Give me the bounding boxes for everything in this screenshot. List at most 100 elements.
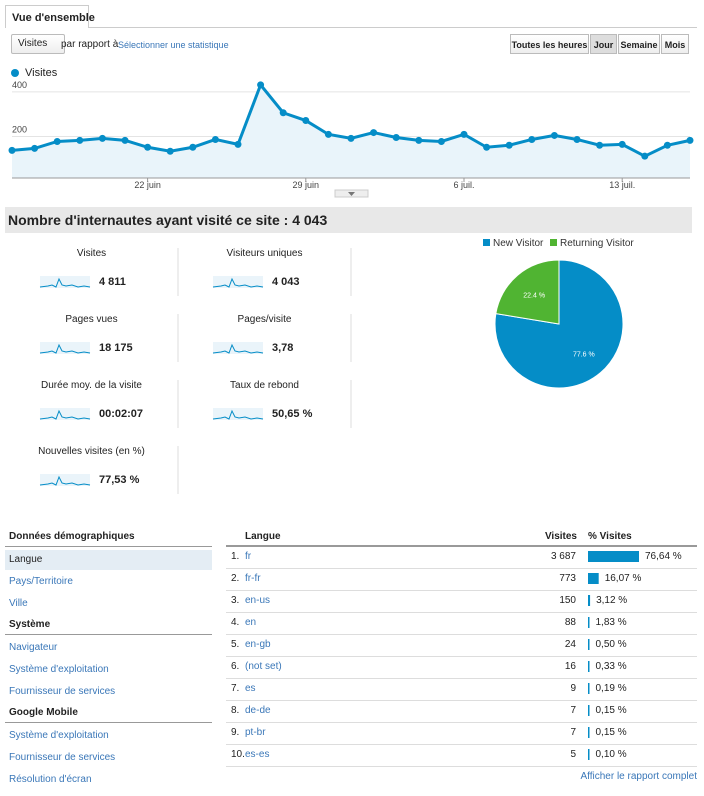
row-pct: 76,64 % <box>645 551 682 562</box>
metric-label: Visiteurs uniques <box>226 248 303 259</box>
row-pct: 1,83 % <box>595 617 627 628</box>
nav-item[interactable]: Résolution d'écran <box>9 774 92 785</box>
row-lang[interactable]: es <box>245 683 256 694</box>
pct-bar <box>588 617 590 628</box>
point <box>415 136 423 144</box>
point <box>302 117 310 125</box>
point <box>460 130 468 138</box>
table-header: % Visites <box>588 531 632 542</box>
row-rule <box>226 656 697 657</box>
row-lang[interactable]: es-es <box>245 749 270 760</box>
pct-bar <box>588 749 590 760</box>
nav-item[interactable]: Fournisseur de services <box>9 686 116 697</box>
row-rank: 5. <box>231 639 240 650</box>
pct-bar <box>588 661 590 672</box>
point <box>8 146 16 154</box>
nav-item[interactable]: Fournisseur de services <box>9 752 116 763</box>
range-button[interactable]: Mois <box>661 34 689 54</box>
row-visits: 150 <box>559 595 576 606</box>
row-lang[interactable]: (not set) <box>245 661 282 672</box>
row-lang[interactable]: fr <box>245 551 252 562</box>
y-tick-label: 200 <box>12 124 27 134</box>
pct-bar <box>588 595 591 606</box>
row-rank: 4. <box>231 617 240 628</box>
row-lang[interactable]: de-de <box>245 705 271 716</box>
point <box>370 129 378 137</box>
point <box>686 136 694 144</box>
row-rule <box>226 678 697 679</box>
nav-rule <box>5 546 212 547</box>
sparkline <box>39 277 91 288</box>
sparkline <box>39 475 91 486</box>
nav-rule <box>5 634 212 635</box>
x-tick-label: 29 juin <box>293 180 320 190</box>
nav-item[interactable]: Système d'exploitation <box>9 730 109 741</box>
metric-value: 4 043 <box>272 276 300 288</box>
range-button[interactable]: Toutes les heures <box>510 34 589 54</box>
row-visits: 9 <box>570 683 576 694</box>
nav-item[interactable]: Langue <box>5 550 212 570</box>
row-lang[interactable]: en-gb <box>245 639 271 650</box>
metric-label: Taux de rebond <box>230 380 299 391</box>
point <box>53 137 61 145</box>
row-lang[interactable]: pt-br <box>245 727 266 738</box>
pie-slice <box>495 259 560 325</box>
legend-label: Returning Visitor <box>560 238 634 249</box>
sparkline <box>39 409 91 420</box>
x-tick-label: 22 juin <box>134 180 161 190</box>
row-pct: 0,15 % <box>595 727 627 738</box>
row-rule <box>226 700 697 701</box>
metric-value: 77,53 % <box>99 474 140 486</box>
tab[interactable]: Vue d'ensemble <box>5 5 95 28</box>
nav-section-title: Données démographiques <box>9 531 135 542</box>
nav-item[interactable]: Pays/Territoire <box>9 576 73 587</box>
row-lang[interactable]: en-us <box>245 595 271 606</box>
metric-label: Pages vues <box>65 314 118 325</box>
sparkline <box>212 409 264 420</box>
select-link[interactable]: Sélectionner une statistique <box>118 40 229 50</box>
point <box>211 135 219 143</box>
y-tick-label: 400 <box>12 80 27 90</box>
row-rule <box>226 634 697 635</box>
row-lang[interactable]: fr-fr <box>245 573 261 584</box>
point <box>166 147 174 155</box>
nav-rule <box>5 722 212 723</box>
table-header: Visites <box>544 531 577 542</box>
point <box>347 134 355 142</box>
footer-link[interactable]: Afficher le rapport complet <box>580 771 697 782</box>
row-rank: 6. <box>231 661 240 672</box>
row-pct: 16,07 % <box>604 573 642 584</box>
point <box>31 144 39 152</box>
metric-value: 3,78 <box>272 342 294 354</box>
table-header: Langue <box>245 531 281 542</box>
row-rule <box>226 568 697 569</box>
nav-section-title: Google Mobile <box>9 707 78 718</box>
pct-bar <box>588 551 639 562</box>
row-lang[interactable]: en <box>245 617 257 628</box>
range-button[interactable]: Jour <box>590 34 617 54</box>
x-tick-label: 13 juil. <box>609 180 635 190</box>
legend-marker <box>11 69 19 77</box>
metric-label: Durée moy. de la visite <box>41 380 142 391</box>
sparkline <box>212 343 264 354</box>
point <box>257 81 265 89</box>
point <box>618 140 626 148</box>
metric-dropdown[interactable]: Visites <box>11 34 65 54</box>
legend-swatch <box>483 239 490 246</box>
point <box>121 136 129 144</box>
pie-label: 77.6 % <box>573 351 595 358</box>
row-rank: 9. <box>231 727 240 738</box>
row-visits: 3 687 <box>550 551 576 562</box>
row-rank: 2. <box>231 573 240 584</box>
nav-item[interactable]: Ville <box>9 598 28 609</box>
range-button[interactable]: Semaine <box>618 34 660 54</box>
row-rule <box>226 590 697 591</box>
nav-item[interactable]: Navigateur <box>9 642 58 653</box>
nav-item[interactable]: Système d'exploitation <box>9 664 109 675</box>
row-rule <box>226 766 697 767</box>
point <box>279 109 287 117</box>
metric-label: Pages/visite <box>237 314 292 325</box>
point <box>483 143 491 151</box>
